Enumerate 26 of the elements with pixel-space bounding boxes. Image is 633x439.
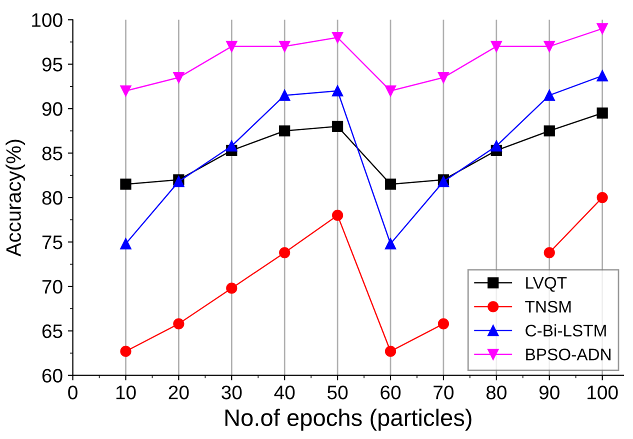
x-tick-label: 0	[68, 386, 78, 400]
x-tick-label: 60	[380, 386, 401, 400]
legend-label: BPSO-ADN	[526, 348, 610, 360]
x-tick-label: 40	[274, 386, 295, 400]
x-tick-label: 50	[328, 386, 348, 400]
x-tick-label: 10	[116, 386, 136, 400]
y-tick-label: 80	[42, 191, 62, 205]
y-tick-label: 60	[42, 368, 62, 383]
x-tick-label: 80	[486, 386, 506, 400]
legend-label: TNSM	[525, 300, 571, 313]
y-tick-label: 100	[32, 13, 62, 27]
y-axis-title: Accuracy(%)	[6, 140, 26, 257]
x-tick-label: 90	[539, 386, 560, 400]
y-tick-label: 90	[42, 102, 62, 116]
y-tick-label: 65	[42, 324, 62, 338]
legend-label: C-Bi-LSTM	[526, 324, 606, 337]
legend-label: LVQT	[526, 276, 567, 292]
x-tick-label: 30	[222, 386, 242, 400]
x-axis-title: No.of epochs (particles)	[225, 408, 472, 431]
y-tick-label: 70	[42, 280, 62, 294]
x-tick-label: 20	[168, 386, 189, 400]
x-tick-label: 100	[588, 386, 618, 400]
y-tick-label: 75	[42, 236, 62, 250]
y-tick-label: 85	[42, 146, 62, 160]
x-tick-label: 70	[434, 386, 454, 400]
y-tick-label: 95	[42, 58, 62, 72]
